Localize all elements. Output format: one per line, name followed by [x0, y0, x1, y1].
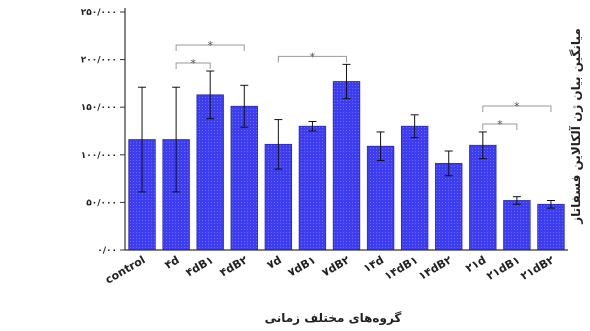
y-tick-label: ۱۵۰/۰۰۰ — [81, 103, 117, 113]
bar — [435, 162, 463, 251]
bar — [366, 145, 395, 251]
x-tick-label: ۷dB۱ — [286, 253, 318, 279]
significance-label: * — [514, 100, 520, 113]
significance-bracket — [482, 123, 518, 130]
significance-brackets: * * * * * — [175, 39, 552, 131]
significance-bracket — [175, 44, 245, 52]
x-tick-label: control — [103, 253, 148, 286]
x-tick-label: ۷d — [265, 253, 284, 272]
bar — [230, 105, 258, 251]
x-axis-ticks: control ۴d ۴dB۱ ۴dB۲ ۷d ۷dB۱ ۷dB۲ ۱۴d۱۴dB۱۱۴dB۲… — [103, 253, 557, 286]
bar — [298, 125, 327, 251]
significance-label: * — [310, 50, 316, 63]
bar — [332, 81, 361, 251]
bar — [196, 94, 224, 251]
x-axis-title: گروه‌های مختلف زمانی — [265, 311, 402, 326]
x-tick-label: ۱۴dB۱ — [382, 253, 420, 282]
y-axis-ticks: ۰/۰۰ ۵۰/۰۰۰ ۱۰۰/۰۰۰ ۱۵۰/۰۰۰ ۲۰۰/۰۰۰ ۲۵۰/۰۰۰ — [81, 8, 125, 256]
bar — [400, 125, 429, 251]
y-tick-label: ۵۰/۰۰۰ — [86, 198, 117, 208]
significance-label: * — [207, 39, 213, 52]
x-tick-label: ۴dB۱ — [183, 253, 215, 279]
y-tick-label: ۲۰۰/۰۰۰ — [81, 56, 117, 66]
x-tick-label: ۷dB۲ — [320, 253, 352, 279]
y-tick-label: ۰/۰۰ — [97, 246, 117, 256]
x-tick-label: ۴dB۲ — [218, 253, 250, 279]
bar — [469, 144, 497, 251]
bar — [503, 200, 531, 251]
significance-label: * — [190, 57, 196, 70]
x-tick-label: ۴d — [162, 253, 181, 272]
bars — [128, 81, 565, 251]
y-tick-label: ۱۰۰/۰۰۰ — [81, 151, 117, 161]
significance-bracket — [175, 62, 211, 70]
axes — [124, 8, 568, 251]
x-tick-label: ۱۴dB۲ — [416, 253, 454, 283]
error-bars — [138, 63, 555, 209]
y-tick-label: ۲۵۰/۰۰۰ — [81, 8, 117, 18]
significance-label: * — [497, 118, 503, 131]
significance-bracket — [482, 105, 552, 112]
bar — [537, 203, 565, 251]
y-axis-title: میانگین بیان ژن آلکالاین فسفاتاز — [568, 28, 583, 225]
significance-bracket — [277, 55, 347, 63]
x-tick-label: ۲۱dB۱ — [484, 253, 522, 282]
x-tick-label: ۲۱dB۲ — [518, 253, 556, 283]
